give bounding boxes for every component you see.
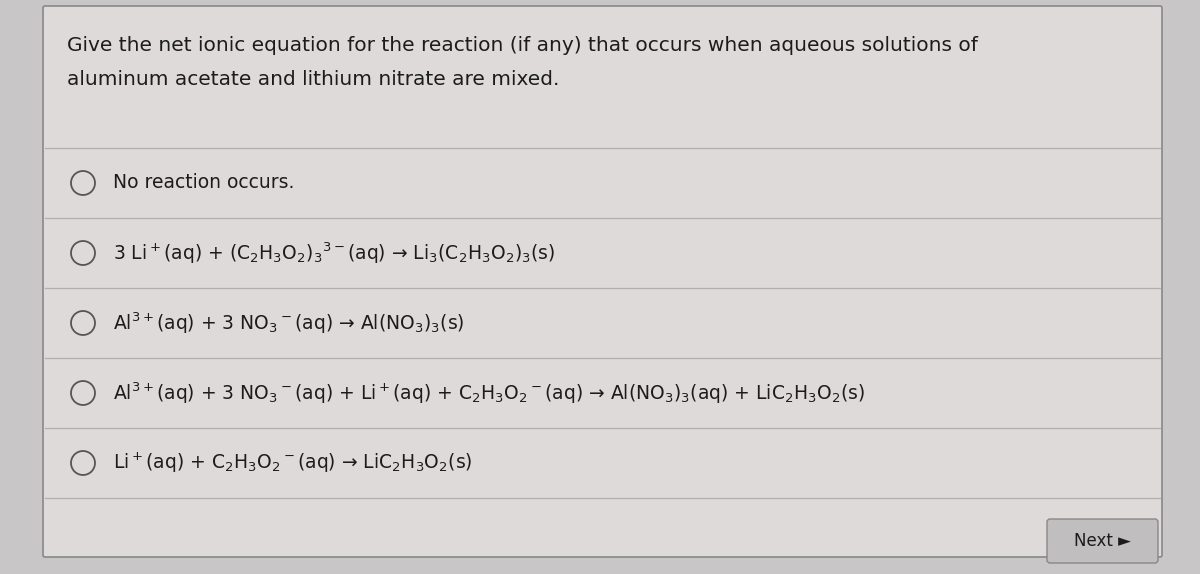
FancyBboxPatch shape: [43, 6, 1162, 557]
Text: Next ►: Next ►: [1074, 532, 1130, 550]
Text: No reaction occurs.: No reaction occurs.: [113, 173, 294, 192]
Text: Al$^{3+}$(aq) + 3 NO$_3$$^-$(aq) + Li$^+$(aq) + C$_2$H$_3$O$_2$$^-$(aq) → Al(NO$: Al$^{3+}$(aq) + 3 NO$_3$$^-$(aq) + Li$^+…: [113, 380, 865, 406]
Text: 3 Li$^+$(aq) + (C$_2$H$_3$O$_2$)$_3$$^{3-}$(aq) → Li$_3$(C$_2$H$_3$O$_2$)$_3$(s): 3 Li$^+$(aq) + (C$_2$H$_3$O$_2$)$_3$$^{3…: [113, 241, 556, 266]
Text: Li$^+$(aq) + C$_2$H$_3$O$_2$$^-$(aq) → LiC$_2$H$_3$O$_2$(s): Li$^+$(aq) + C$_2$H$_3$O$_2$$^-$(aq) → L…: [113, 451, 473, 475]
Text: aluminum acetate and lithium nitrate are mixed.: aluminum acetate and lithium nitrate are…: [67, 70, 559, 89]
Text: Al$^{3+}$(aq) + 3 NO$_3$$^-$(aq) → Al(NO$_3$)$_3$(s): Al$^{3+}$(aq) + 3 NO$_3$$^-$(aq) → Al(NO…: [113, 311, 464, 336]
FancyBboxPatch shape: [1046, 519, 1158, 563]
Text: Give the net ionic equation for the reaction (if any) that occurs when aqueous s: Give the net ionic equation for the reac…: [67, 36, 978, 55]
